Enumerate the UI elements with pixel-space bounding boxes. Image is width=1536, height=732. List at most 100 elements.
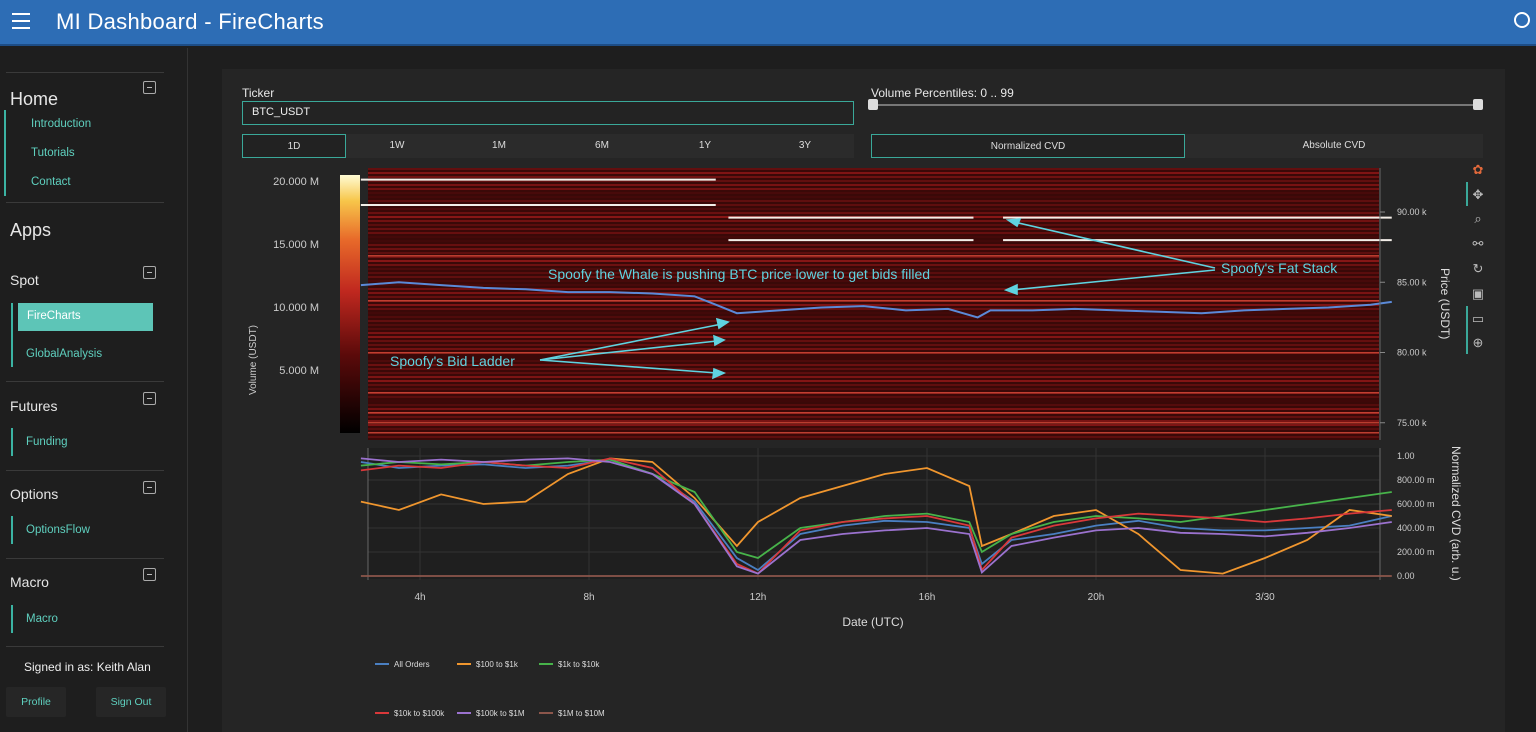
heatmap-row xyxy=(368,320,1379,322)
legend-item[interactable]: $10k to $100k xyxy=(394,709,445,718)
range-6m-button[interactable]: 6M xyxy=(595,140,609,151)
sidebar-item-firecharts[interactable]: FireCharts xyxy=(18,303,153,331)
heatmap-row xyxy=(368,404,1379,406)
slider-handle-min[interactable] xyxy=(868,99,878,110)
menu-icon[interactable] xyxy=(12,13,30,29)
sidebar-item-introduction[interactable]: Introduction xyxy=(31,118,92,130)
price-tick-label: 75.00 k xyxy=(1397,418,1427,428)
legend-item[interactable]: $1k to $10k xyxy=(558,660,600,669)
zoom-icon[interactable]: ⌕ xyxy=(1474,211,1482,226)
heatmap-row xyxy=(368,340,1379,342)
price-ticks: 90.00 k 85.00 k 80.00 k 75.00 k xyxy=(1380,207,1427,428)
heatmap-row xyxy=(368,228,1379,230)
legend-item[interactable]: $1M to $10M xyxy=(558,709,605,718)
collapse-icon[interactable] xyxy=(143,392,156,405)
save-icon[interactable]: ▣ xyxy=(1471,286,1485,301)
heatmap-row xyxy=(368,255,1379,257)
x-tick-label: 4h xyxy=(414,592,425,603)
target-icon[interactable]: ⊕ xyxy=(1472,335,1484,350)
heatmap-row xyxy=(368,264,1379,266)
range-1d-button[interactable]: 1D xyxy=(242,134,346,158)
cvd-plot-background xyxy=(368,448,1379,579)
heatmap-row xyxy=(368,416,1379,418)
reset-icon[interactable]: ↻ xyxy=(1472,261,1484,276)
legend-item[interactable]: $100k to $1M xyxy=(476,709,525,718)
plotly-logo-icon[interactable]: ✿ xyxy=(1472,162,1484,177)
heatmap-row xyxy=(368,200,1379,202)
heatmap-row xyxy=(368,184,1379,186)
sidebar-item-macro[interactable]: Macro xyxy=(26,613,58,625)
fat-stack-arrow xyxy=(1011,269,1216,291)
legend[interactable]: All Orders $100 to $1k $1k to $10k $10k to … xyxy=(375,660,605,718)
heatmap-row xyxy=(368,260,1379,262)
colorbar-label: Volume (USDT) xyxy=(248,325,259,395)
ticker-input[interactable]: BTC_USDT xyxy=(242,101,854,125)
divider xyxy=(6,646,164,647)
volume-percentile-label: Volume Percentiles: 0 .. 99 xyxy=(871,86,1014,100)
heatmap-row xyxy=(368,224,1379,226)
ticker-label: Ticker xyxy=(242,86,275,100)
legend-item[interactable]: $100 to $1k xyxy=(476,660,519,669)
heatmap-row xyxy=(368,296,1379,298)
heatmap-row xyxy=(368,324,1379,326)
collapse-icon[interactable] xyxy=(143,81,156,94)
heatmap-row xyxy=(368,232,1379,234)
arrow-head xyxy=(1003,283,1018,296)
range-3y-button[interactable]: 3Y xyxy=(798,140,812,151)
heatmap-row xyxy=(368,308,1379,310)
heatmap-row xyxy=(368,288,1379,290)
arrow-head xyxy=(1005,218,1022,228)
sidebar-item-funding[interactable]: Funding xyxy=(26,436,68,448)
cvd-series-line xyxy=(360,457,1392,575)
sidebar-home-title[interactable]: Home xyxy=(10,89,59,109)
volume-slider-track[interactable] xyxy=(872,104,1478,106)
sidebar-spot-title[interactable]: Spot xyxy=(10,272,39,288)
heatmap-row xyxy=(368,176,1379,178)
profile-button[interactable]: Profile xyxy=(6,687,66,717)
heatmap-row xyxy=(368,400,1379,402)
arrow-head xyxy=(713,334,726,347)
heatmap-row xyxy=(368,248,1379,250)
autoscale-icon[interactable]: ⚯ xyxy=(1472,236,1484,251)
slider-handle-max[interactable] xyxy=(1473,99,1483,110)
heatmap-row xyxy=(368,372,1379,374)
divider xyxy=(6,202,164,203)
heatmap-row xyxy=(368,236,1379,238)
cvd-tick-label: 800.00 m xyxy=(1397,475,1435,485)
sidebar-options-title[interactable]: Options xyxy=(10,486,59,502)
absolute-cvd-button[interactable]: Absolute CVD xyxy=(1302,140,1366,151)
divider xyxy=(6,470,164,471)
sidebar-macro-title[interactable]: Macro xyxy=(10,574,49,590)
circle-icon[interactable] xyxy=(1514,12,1530,28)
range-1y-button[interactable]: 1Y xyxy=(698,140,712,151)
collapse-icon[interactable] xyxy=(143,481,156,494)
sidebar-item-optionsflow[interactable]: OptionsFlow xyxy=(26,524,90,536)
heatmap-row xyxy=(368,336,1379,338)
bid-ladder-arrow xyxy=(539,323,723,361)
sidebar-item-globalanalysis[interactable]: GlobalAnalysis xyxy=(26,348,103,360)
collapse-icon[interactable] xyxy=(143,266,156,279)
page-title: MI Dashboard - FireCharts xyxy=(56,9,324,34)
normalized-cvd-button[interactable]: Normalized CVD xyxy=(871,134,1185,158)
pan-icon[interactable]: ✥ xyxy=(1472,187,1484,202)
sidebar-item-contact[interactable]: Contact xyxy=(31,176,71,188)
x-axis-label: Date (UTC) xyxy=(842,615,903,629)
sidebar-item-tutorials[interactable]: Tutorials xyxy=(31,147,75,159)
divider xyxy=(6,72,164,73)
heatmap-row xyxy=(368,192,1379,194)
colorbar-ticks: 20.000 M 15.000 M 10.000 M 5.000 M xyxy=(273,176,319,377)
heatmap-row xyxy=(368,180,1379,182)
comment-icon[interactable]: ▭ xyxy=(1471,311,1485,326)
cvd-series-line xyxy=(360,457,1392,575)
collapse-icon[interactable] xyxy=(143,568,156,581)
range-1w-button[interactable]: 1W xyxy=(389,140,405,151)
annotation-bid-ladder: Spoofy's Bid Ladder xyxy=(390,353,515,369)
range-1m-button[interactable]: 1M xyxy=(492,140,506,151)
signout-button[interactable]: Sign Out xyxy=(96,687,166,717)
legend-item[interactable]: All Orders xyxy=(394,660,430,669)
fat-stack-arrow xyxy=(1013,221,1216,269)
sidebar-futures-title[interactable]: Futures xyxy=(10,398,58,414)
heatmap-row xyxy=(368,276,1379,278)
heatmap-row xyxy=(368,396,1379,398)
colorbar-tick-label: 15.000 M xyxy=(273,239,319,251)
